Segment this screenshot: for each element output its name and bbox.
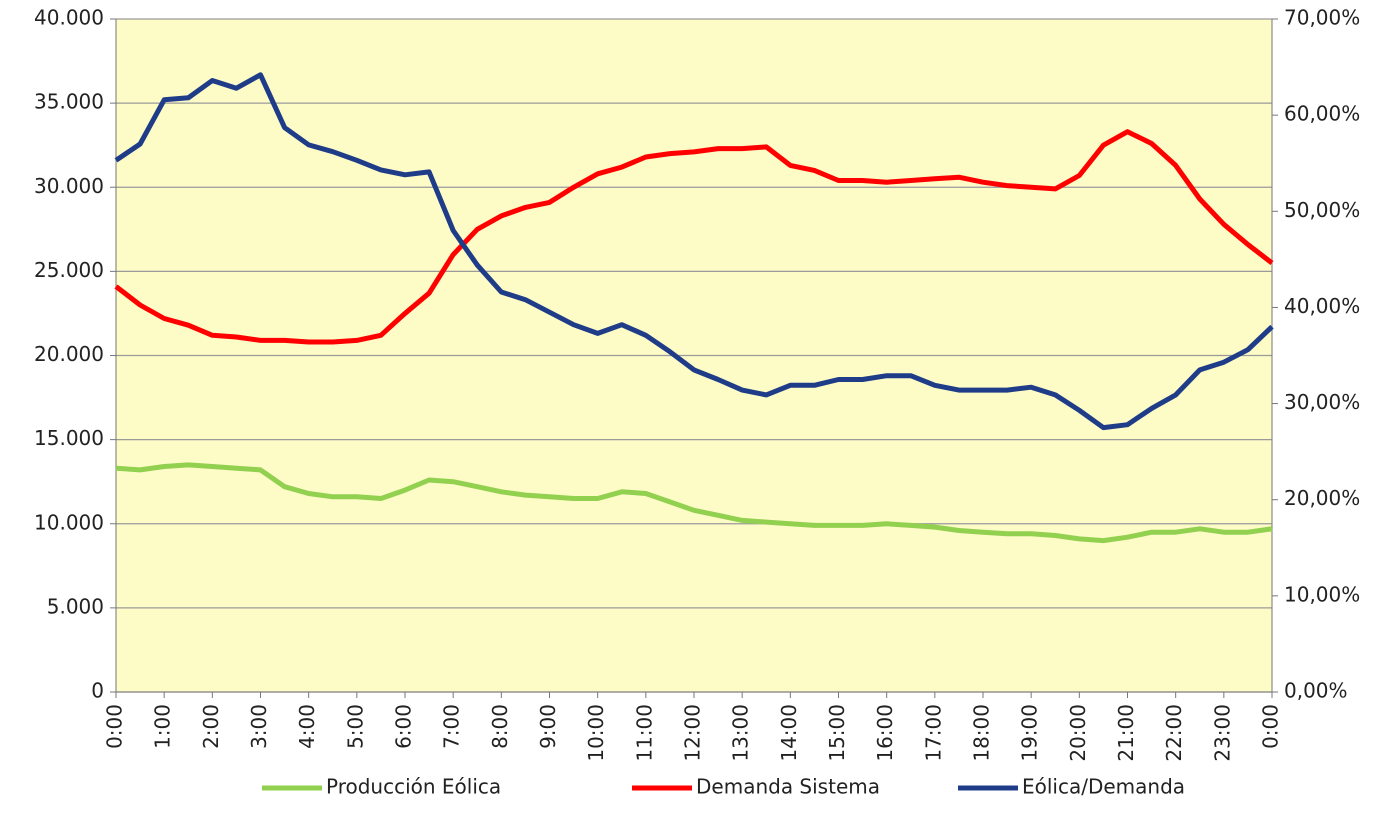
y-tick-label: 15.000 xyxy=(34,426,104,450)
y-tick-label: 30.000 xyxy=(34,174,104,198)
x-tick-label: 6:00 xyxy=(392,704,416,749)
y2-tick-label: 40,00% xyxy=(1284,294,1360,318)
x-tick-label: 10:00 xyxy=(584,704,608,762)
x-tick-label: 18:00 xyxy=(970,704,994,762)
legend-label: Demanda Sistema xyxy=(696,775,880,799)
x-tick-label: 20:00 xyxy=(1066,704,1090,762)
y-tick-label: 5.000 xyxy=(47,594,104,618)
series-line xyxy=(114,72,1274,431)
x-tick-label: 5:00 xyxy=(343,704,367,749)
y2-tick-label: 50,00% xyxy=(1284,198,1360,222)
y2-tick-label: 0,00% xyxy=(1284,679,1348,703)
y-tick-label: 0 xyxy=(91,679,104,703)
x-tick-label: 1:00 xyxy=(151,704,175,749)
x-tick-label: 15:00 xyxy=(825,704,849,762)
legend-label: Producción Eólica xyxy=(326,775,501,799)
x-tick-label: 12:00 xyxy=(681,704,705,762)
y-tick-label: 35.000 xyxy=(34,90,104,114)
y-tick-label: 20.000 xyxy=(34,342,104,366)
series-line xyxy=(114,129,1274,345)
x-tick-label: 8:00 xyxy=(488,704,512,749)
x-tick-label: 7:00 xyxy=(440,704,464,749)
y2-tick-label: 70,00% xyxy=(1284,6,1360,30)
x-tick-label: 14:00 xyxy=(777,704,801,762)
y2-tick-label: 60,00% xyxy=(1284,102,1360,126)
x-tick-label: 0:00 xyxy=(103,704,127,749)
x-tick-label: 23:00 xyxy=(1210,704,1234,762)
y-tick-label: 10.000 xyxy=(34,510,104,534)
y2-tick-label: 10,00% xyxy=(1284,582,1360,606)
legend-label: Eólica/Demanda xyxy=(1022,775,1185,799)
x-tick-label: 17:00 xyxy=(921,704,945,762)
x-tick-label: 13:00 xyxy=(729,704,753,762)
y2-tick-label: 20,00% xyxy=(1284,486,1360,510)
x-tick-label: 0:00 xyxy=(1259,704,1283,749)
y-tick-label: 40.000 xyxy=(34,6,104,30)
x-tick-label: 11:00 xyxy=(632,704,656,762)
x-tick-label: 16:00 xyxy=(873,704,897,762)
series-line xyxy=(115,462,1273,544)
x-tick-label: 19:00 xyxy=(1018,704,1042,762)
x-tick-label: 2:00 xyxy=(199,704,223,749)
x-tick-label: 21:00 xyxy=(1114,704,1138,762)
x-tick-label: 4:00 xyxy=(295,704,319,749)
x-tick-label: 3:00 xyxy=(247,704,271,749)
x-tick-label: 22:00 xyxy=(1162,704,1186,762)
x-tick-label: 9:00 xyxy=(536,704,560,749)
y2-tick-label: 30,00% xyxy=(1284,390,1360,414)
y-tick-label: 25.000 xyxy=(34,258,104,282)
